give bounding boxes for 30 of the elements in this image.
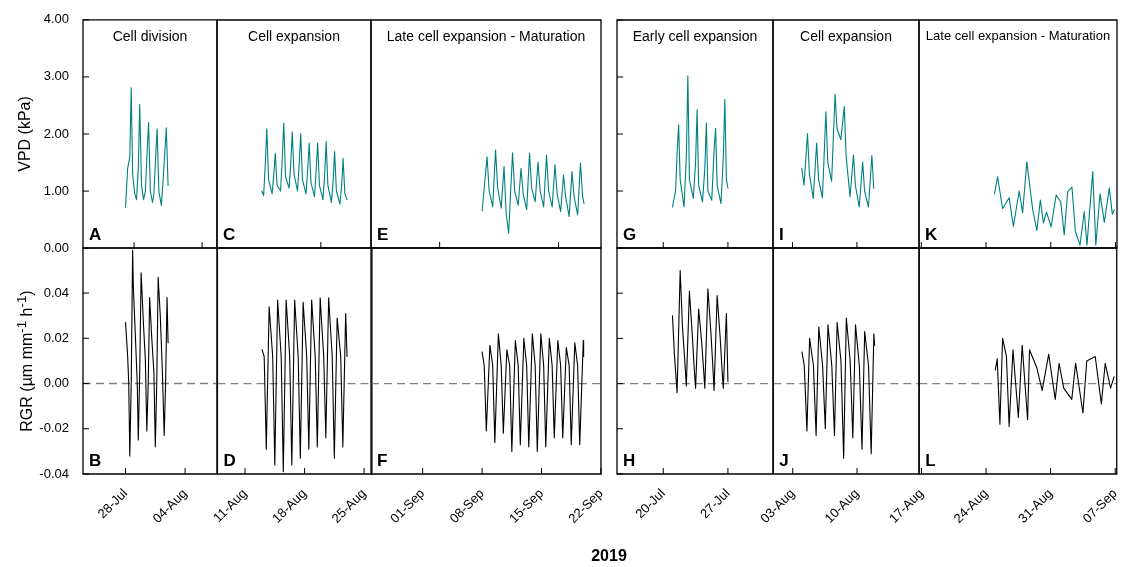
y-tick-label: 4.00 — [43, 11, 69, 27]
annotation: C — [223, 225, 236, 245]
annotation: E — [377, 225, 389, 245]
annotation: G — [623, 225, 637, 245]
y-tick-label: 3.00 — [43, 68, 69, 84]
text: Late cell expansion - Maturation — [925, 28, 1111, 44]
y-axis-title: VPD (kPa) — [16, 96, 33, 172]
text: Cell expansion — [800, 27, 892, 44]
annotation: B — [89, 451, 102, 471]
y-tick-label: 1.00 — [43, 182, 69, 198]
annotation: F — [377, 451, 388, 471]
annotation: H — [623, 451, 636, 471]
y-tick-label: 2.00 — [43, 125, 69, 141]
x-axis-title: 2019 — [591, 547, 627, 564]
y-tick-label: 0.00 — [43, 375, 69, 391]
y-tick-label: 0.02 — [43, 330, 69, 346]
y-tick-label: 0.04 — [43, 284, 69, 300]
annotation: K — [925, 225, 938, 245]
annotation: I — [779, 225, 784, 245]
text: Cell expansion — [248, 27, 340, 44]
annotation: A — [89, 225, 102, 245]
y-tick-label: -0.02 — [39, 420, 69, 436]
annotation: L — [924, 451, 936, 471]
y-tick-label: -0.04 — [39, 465, 69, 481]
y-tick-label: 0.00 — [43, 239, 69, 255]
annotation: D — [222, 451, 236, 471]
text: Early cell expansion — [632, 27, 758, 44]
text: Late cell expansion - Maturation — [386, 27, 586, 44]
text: Cell division — [112, 27, 188, 44]
annotation: J — [778, 451, 789, 471]
